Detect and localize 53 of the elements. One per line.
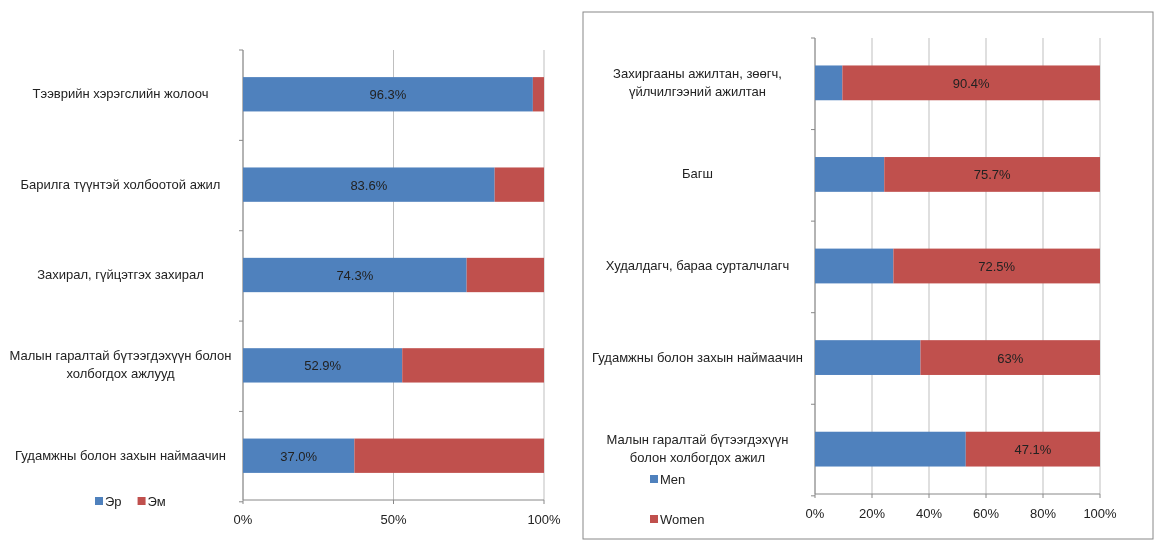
bar — [815, 431, 966, 467]
bar — [494, 167, 544, 202]
bar — [815, 340, 921, 375]
y-tick-label: Гудамжны болон захын наймаачин — [15, 447, 226, 463]
data-label: 83.6% — [350, 177, 388, 193]
x-tick-label: 20% — [858, 506, 886, 521]
x-tick-label: 80% — [1029, 506, 1057, 521]
legend-label: Эм — [147, 494, 166, 509]
bar — [884, 157, 1100, 192]
x-tick-label: 40% — [915, 506, 943, 521]
data-label: 63% — [997, 350, 1024, 366]
bar — [402, 348, 544, 383]
bar — [893, 248, 1100, 284]
bar — [815, 248, 894, 284]
x-tick-label: 60% — [972, 506, 1000, 521]
legend-label: Women — [660, 512, 705, 527]
data-label: 72.5% — [978, 259, 1016, 274]
bar — [243, 348, 403, 383]
y-tick-label: Малын гаралтай бүтээгдэхүүн болон холбогдох ажлууд — [9, 348, 232, 382]
bar — [815, 157, 885, 192]
y-tick-label: Худалдагч, бараа сурталчлагч — [605, 258, 790, 273]
bar — [243, 257, 467, 293]
bar — [965, 431, 1100, 467]
bar — [243, 438, 355, 473]
y-tick-label: Багш — [682, 166, 713, 182]
data-label: 74.3% — [336, 268, 374, 283]
bar — [466, 257, 544, 293]
x-tick-label: 0% — [805, 506, 825, 521]
bar — [815, 65, 843, 101]
bar — [243, 77, 533, 112]
y-tick-label: Тээврийн хэрэгслийн жолооч — [32, 86, 209, 102]
y-tick-label: Малын гаралтай бүтээгдэхүүн болон холбогдох ажил — [606, 432, 789, 466]
data-label: 37.0% — [280, 448, 318, 464]
bar — [842, 65, 1100, 101]
x-tick-label: 50% — [380, 512, 407, 527]
legend-label: Эр — [105, 494, 122, 509]
y-tick-label: Барилга түүнтэй холбоотой ажил — [20, 176, 221, 192]
y-tick-label: Захиргааны ажилтан, зөөгч, үйлчилгээний ажилтан — [613, 65, 782, 99]
x-tick-label: 100% — [527, 512, 562, 527]
bar — [532, 77, 544, 112]
bar — [243, 167, 495, 202]
x-tick-label: 100% — [1083, 506, 1118, 521]
x-tick-label: 0% — [233, 512, 253, 527]
bar — [920, 340, 1100, 375]
y-tick-label: Гудамжны болон захын наймаачин — [592, 349, 803, 365]
legend-label: Men — [660, 472, 686, 487]
data-label: 96.3% — [369, 87, 407, 103]
data-label: 47.1% — [1014, 442, 1052, 458]
data-label: 90.4% — [952, 75, 991, 91]
data-label: 75.7% — [973, 167, 1011, 183]
bar — [354, 438, 544, 473]
data-label: 52.9% — [304, 358, 342, 374]
y-tick-label: Захирал, гүйцэтгэх захирал — [37, 267, 204, 282]
